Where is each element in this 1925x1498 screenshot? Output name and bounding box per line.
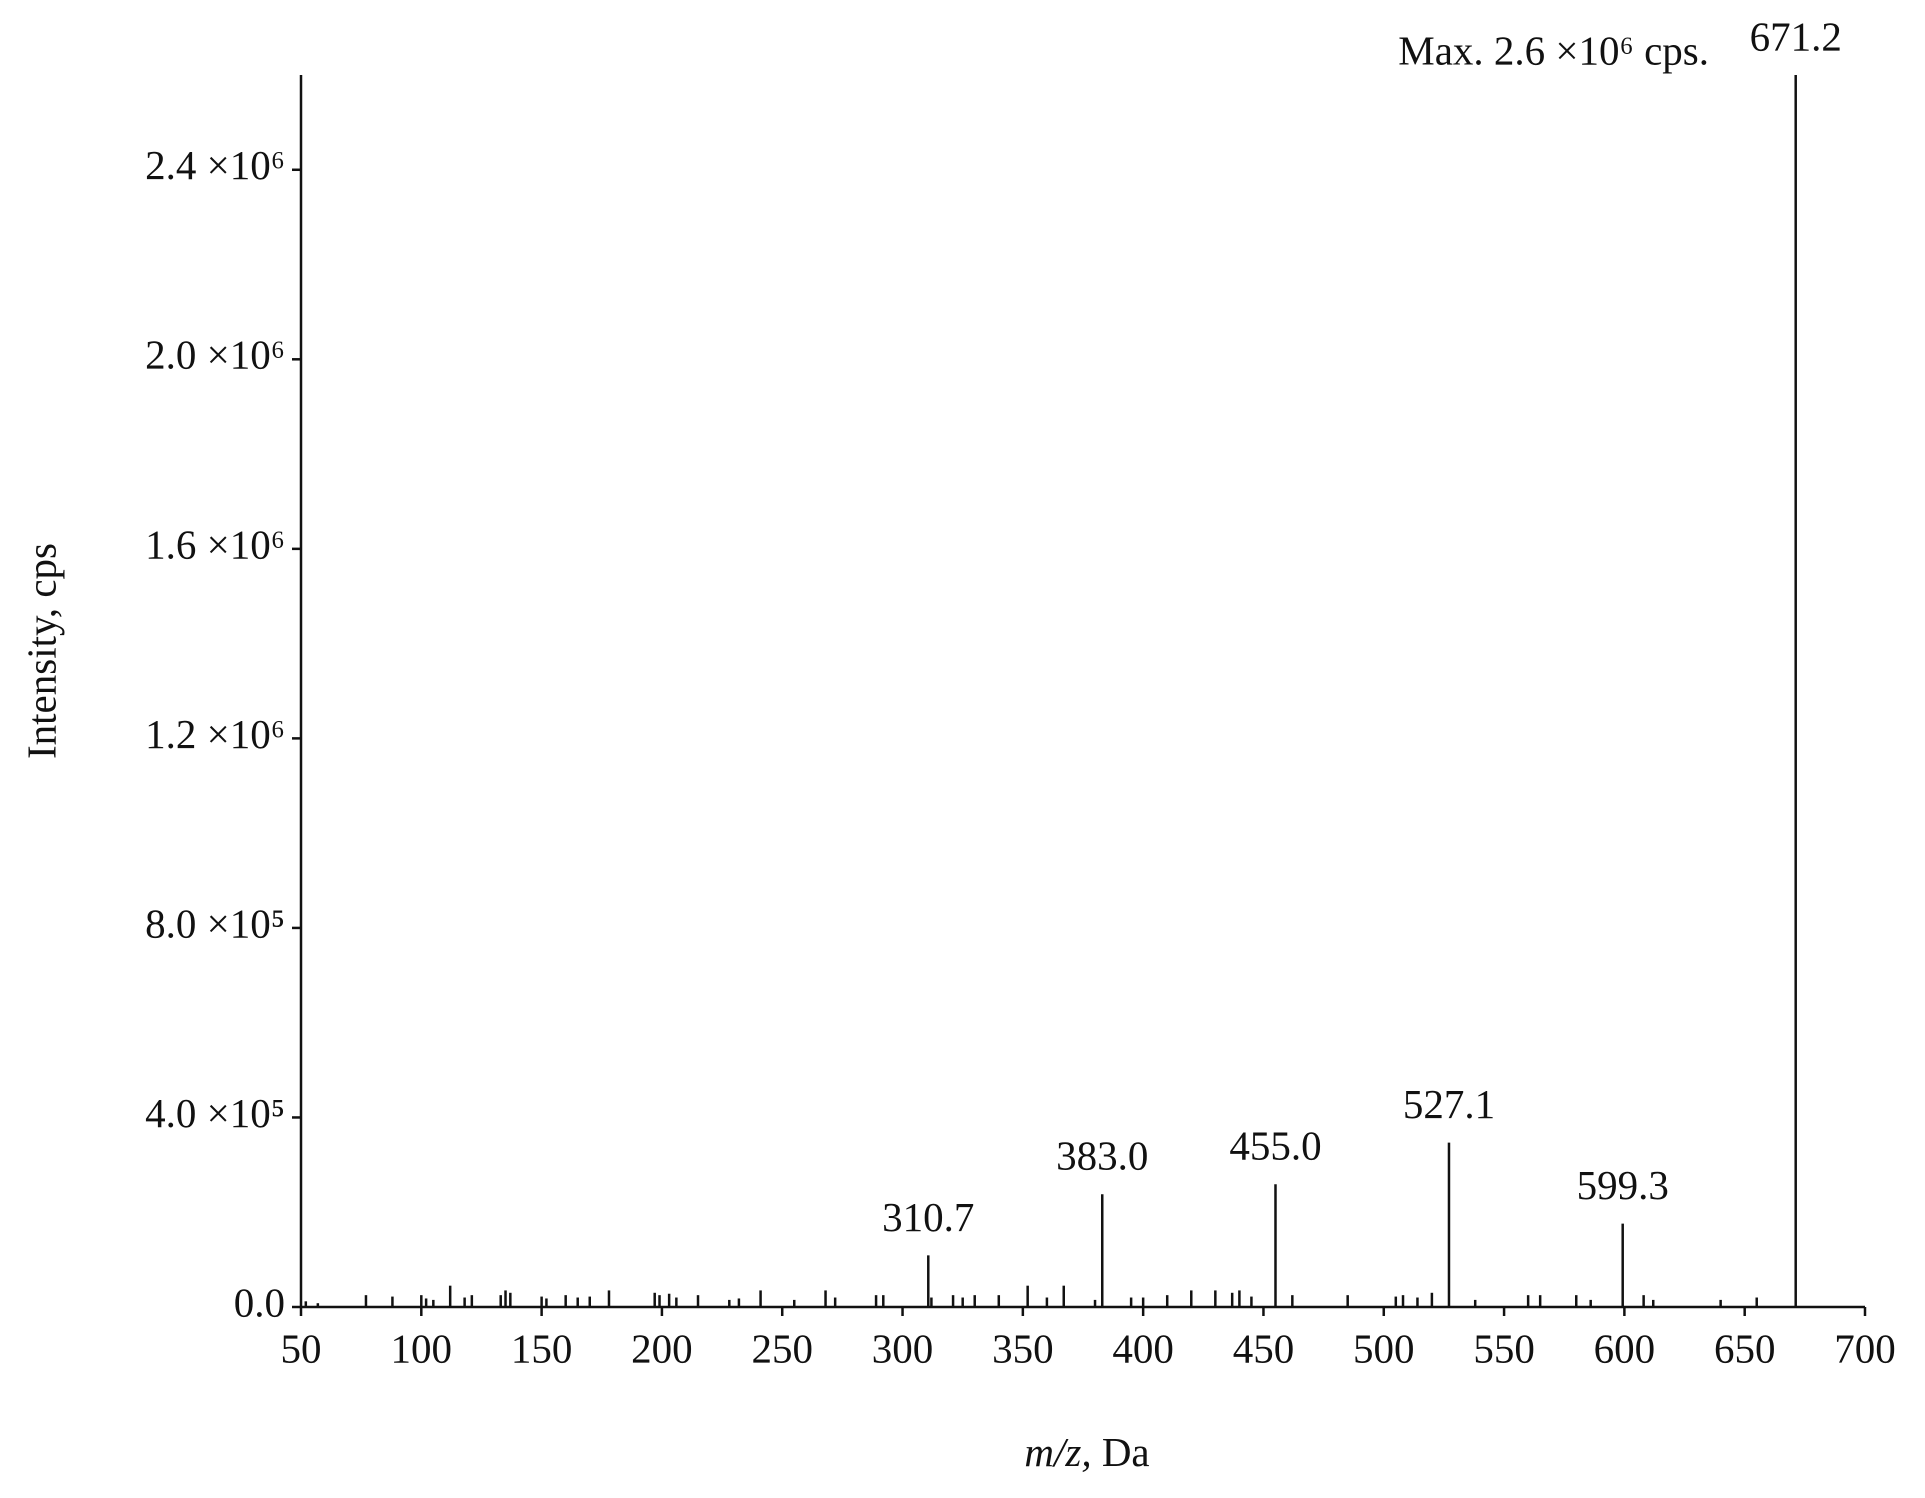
peak-label: 383.0 xyxy=(1056,1133,1148,1179)
x-tick-label: 350 xyxy=(992,1325,1054,1371)
x-tick-label: 200 xyxy=(631,1325,693,1371)
x-axis-label-italic: m/z, xyxy=(1024,1429,1091,1475)
y-tick-label: 2.4 ×10⁶ xyxy=(145,142,285,188)
x-tick-label: 700 xyxy=(1834,1325,1896,1371)
y-tick-label: 4.0 ×10⁵ xyxy=(145,1090,285,1136)
y-tick-label: 1.2 ×10⁶ xyxy=(145,711,285,757)
peak-label: 310.7 xyxy=(882,1194,974,1240)
x-tick-label: 500 xyxy=(1353,1325,1415,1371)
x-tick-label: 50 xyxy=(281,1325,322,1371)
x-tick-label: 650 xyxy=(1714,1325,1776,1371)
x-tick-label: 550 xyxy=(1473,1325,1535,1371)
x-axis-label-unit: Da xyxy=(1102,1429,1150,1475)
x-tick-label: 600 xyxy=(1594,1325,1656,1371)
x-tick-label: 450 xyxy=(1233,1325,1295,1371)
y-axis-label: Intensity, cps xyxy=(18,543,64,759)
peak-label: 527.1 xyxy=(1403,1081,1495,1127)
x-tick-label: 100 xyxy=(391,1325,453,1371)
peak-label: 671.2 xyxy=(1750,13,1842,59)
x-tick-label: 400 xyxy=(1112,1325,1174,1371)
peak-label: 455.0 xyxy=(1229,1123,1321,1169)
y-tick-label: 0.0 xyxy=(234,1279,285,1325)
y-tick-label: 8.0 ×10⁵ xyxy=(145,900,285,946)
x-tick-label: 250 xyxy=(751,1325,813,1371)
x-axis-label: m/z, Da xyxy=(1024,1429,1149,1475)
x-tick-label: 150 xyxy=(511,1325,573,1371)
y-tick-label: 1.6 ×10⁶ xyxy=(145,521,285,567)
y-tick-label: 2.0 ×10⁶ xyxy=(145,332,285,378)
annotation: Max. 2.6 ×10⁶ cps. xyxy=(1398,27,1709,73)
peak-label: 599.3 xyxy=(1577,1162,1669,1208)
x-tick-label: 300 xyxy=(872,1325,934,1371)
